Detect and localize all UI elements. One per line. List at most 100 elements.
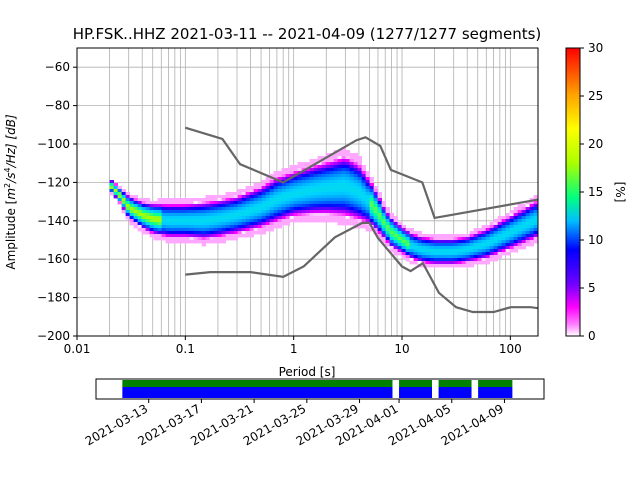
density-cell [401,240,407,244]
density-cell [501,246,507,250]
density-cell [389,219,395,223]
density-cell [221,204,227,208]
density-cell [357,210,363,214]
density-cell [197,228,203,232]
density-cell [285,201,291,205]
density-cell [309,213,315,217]
density-cell [437,261,443,265]
density-cell [305,174,311,178]
density-cell [349,201,355,205]
density-cell [521,210,527,214]
density-cell [233,219,239,223]
density-cell [353,201,359,205]
density-cell [297,162,303,166]
density-cell [529,213,535,217]
density-cell [217,210,223,214]
density-cell [277,213,283,217]
coverage-bar-upper [438,380,472,387]
density-cell [501,228,507,232]
density-cell [361,168,367,172]
density-cell [173,228,179,232]
density-cell [173,234,179,238]
density-cell [373,228,379,232]
density-cell [253,189,259,193]
density-cell [253,195,259,199]
density-cell [393,252,399,256]
density-cell [513,240,519,244]
density-cell [237,195,243,199]
density-cell [469,246,475,250]
density-cell [345,183,351,187]
density-cell [373,198,379,202]
density-cell [193,198,199,202]
density-cell [309,162,315,166]
density-cell [137,201,143,205]
density-cell [257,219,263,223]
density-cell [505,219,511,223]
density-cell [261,192,267,196]
density-cell [301,198,307,202]
density-cell [341,168,347,172]
density-cell [293,219,299,223]
density-cell [205,210,211,214]
density-cell [457,255,463,259]
density-cell [453,243,459,247]
density-cell [393,228,399,232]
density-cell [245,228,251,232]
density-cell [397,246,403,250]
density-cell [269,222,275,226]
density-cell [337,162,343,166]
density-cell [317,216,323,220]
density-cell [293,177,299,181]
density-cell [421,240,427,244]
density-cell [269,213,275,217]
density-cell [433,234,439,238]
density-cell [333,153,339,157]
density-cell [501,243,507,247]
density-cell [473,234,479,238]
density-cell [361,189,367,193]
density-cell [217,237,223,241]
density-cell [365,213,371,217]
density-cell [301,189,307,193]
density-cell [337,210,343,214]
density-cell [165,222,171,226]
density-cell [405,231,411,235]
density-cell [293,183,299,187]
density-cell [345,222,351,226]
density-cell [305,168,311,172]
density-cell [369,204,375,208]
density-cell [337,204,343,208]
density-cell [161,237,167,241]
density-cell [409,237,415,241]
density-cell [457,261,463,265]
density-cell [517,231,523,235]
density-cell [301,207,307,211]
density-cell [497,216,503,220]
density-cell [309,207,315,211]
density-cell [137,225,143,229]
density-cell [465,240,471,244]
density-cell [293,216,299,220]
density-cell [289,219,295,223]
density-cell [149,222,155,226]
density-cell [165,219,171,223]
density-cell [501,249,507,253]
density-cell [257,207,263,211]
density-cell [233,234,239,238]
density-cell [357,213,363,217]
density-cell [217,231,223,235]
y-tick-label: −100 [37,137,70,151]
density-cell [185,204,191,208]
density-cell [373,225,379,229]
density-cell [305,198,311,202]
density-cell [293,195,299,199]
density-cell [241,207,247,211]
density-cell [161,210,167,214]
density-cell [305,171,311,175]
density-cell [401,249,407,253]
density-cell [369,186,375,190]
density-cell [237,192,243,196]
density-cell [317,168,323,172]
density-cell [157,219,163,223]
